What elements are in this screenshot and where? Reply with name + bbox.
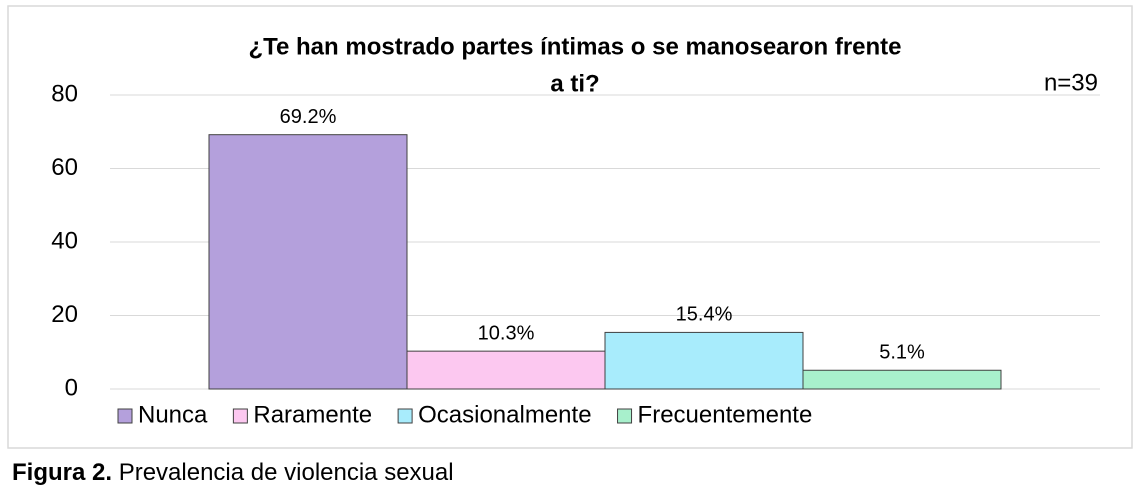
legend-swatch: [232, 408, 248, 424]
bar: [406, 350, 606, 390]
y-tick-label: 40: [51, 227, 78, 254]
data-label: 10.3%: [478, 322, 535, 344]
caption: Figura 2. Prevalencia de violencia sexua…: [12, 459, 454, 486]
chart-title: ¿Te han mostrado partes íntimas o se man…: [248, 33, 901, 60]
legend-label: Ocasionalmente: [418, 401, 591, 428]
bar: [208, 134, 408, 390]
caption-label: Figura 2.: [12, 459, 112, 486]
legend-label: Nunca: [138, 401, 208, 428]
data-label: 15.4%: [676, 304, 733, 326]
annotation: n=39: [1044, 69, 1098, 96]
y-tick-label: 0: [65, 374, 78, 401]
y-tick-label: 20: [51, 301, 78, 328]
y-tick-label: 60: [51, 154, 78, 181]
y-tick-label: 80: [51, 80, 78, 107]
legend-swatch: [617, 408, 633, 424]
chart-title: a ti?: [550, 70, 599, 97]
legend-label: Raramente: [253, 401, 372, 428]
data-label: 5.1%: [879, 342, 925, 364]
legend-swatch: [117, 408, 133, 424]
legend-swatch: [397, 408, 413, 424]
caption-text: Prevalencia de violencia sexual: [119, 459, 454, 486]
legend-label: Frecuentemente: [638, 401, 813, 428]
data-label: 69.2%: [280, 106, 337, 128]
bar: [802, 369, 1002, 390]
bar: [604, 331, 804, 390]
